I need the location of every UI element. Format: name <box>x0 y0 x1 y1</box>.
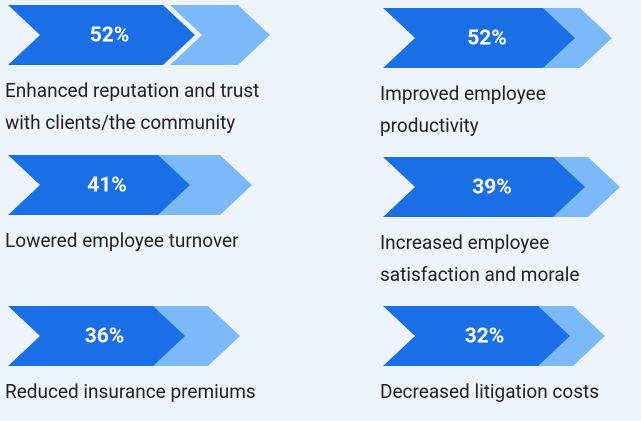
percentage: 52% <box>90 24 130 48</box>
dark-chevron <box>8 155 190 215</box>
dark-chevron <box>8 306 185 366</box>
dark-chevron <box>8 5 195 65</box>
description: Enhanced reputation and trust <box>5 79 259 102</box>
description: Improved employee <box>380 82 546 105</box>
description: Decreased litigation costs <box>380 380 599 403</box>
description: Increased employee <box>380 231 549 254</box>
dark-chevron <box>383 8 575 68</box>
percentage: 52% <box>467 27 507 51</box>
description: satisfaction and morale <box>380 263 579 286</box>
description: Lowered employee turnover <box>5 229 239 252</box>
dark-chevron <box>383 306 570 366</box>
description: productivity <box>380 114 479 137</box>
description: Reduced insurance premiums <box>5 380 256 403</box>
percentage: 36% <box>85 325 125 349</box>
percentage: 41% <box>87 174 127 198</box>
percentage: 32% <box>465 325 505 349</box>
description: with clients/the community <box>5 111 235 134</box>
percentage: 39% <box>472 176 512 200</box>
dark-chevron <box>383 157 585 217</box>
light-chevron <box>152 155 252 215</box>
light-chevron <box>170 5 270 65</box>
